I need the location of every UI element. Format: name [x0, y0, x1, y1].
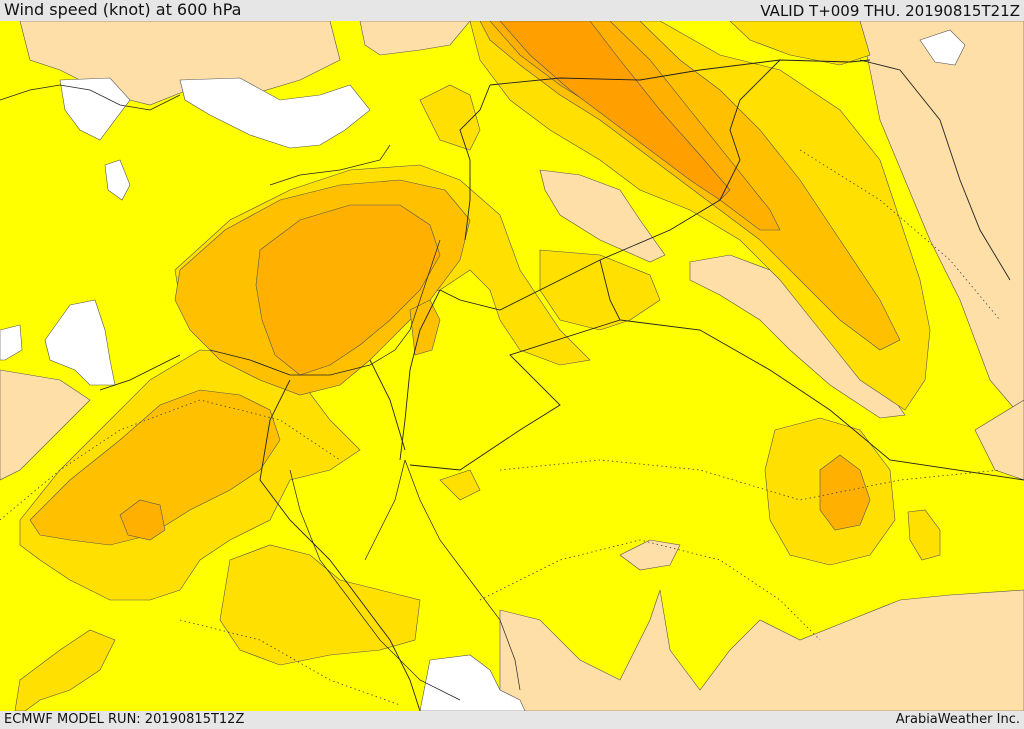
- map-canvas[interactable]: [0, 21, 1024, 711]
- band-calm: [0, 29, 966, 711]
- map-title: Wind speed (knot) at 600 hPa: [4, 0, 242, 19]
- band-lowest: [0, 21, 1024, 711]
- valid-time: VALID T+009 THU. 20190815T21Z: [760, 2, 1020, 20]
- header-bar: Wind speed (knot) at 600 hPa VALID T+009…: [0, 0, 1024, 21]
- dotted-contours: [0, 149, 1001, 706]
- coastlines: [0, 84, 521, 701]
- borders: [99, 59, 1024, 711]
- footer-bar: ECMWF MODEL RUN: 20190815T12Z ArabiaWeat…: [0, 711, 1024, 729]
- credit-text: ArabiaWeather Inc.: [895, 712, 1020, 727]
- model-run: ECMWF MODEL RUN: 20190815T12Z: [4, 712, 245, 727]
- wind-speed-map: [0, 21, 1024, 711]
